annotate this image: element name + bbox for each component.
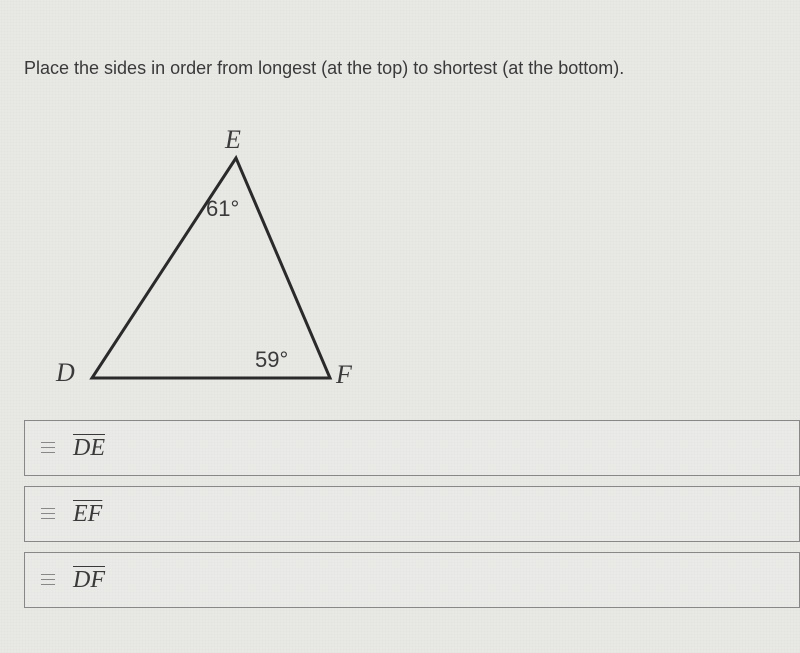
drag-handle-icon[interactable]: [41, 442, 55, 454]
triangle-shape: [92, 158, 330, 378]
side-label: DF: [73, 567, 105, 594]
vertex-label-f: F: [336, 360, 352, 390]
drag-handle-icon[interactable]: [41, 508, 55, 520]
list-item[interactable]: DE: [24, 420, 800, 476]
instruction-text: Place the sides in order from longest (a…: [24, 58, 624, 79]
vertex-label-d: D: [56, 358, 75, 388]
side-label: DE: [73, 435, 105, 462]
side-label: EF: [73, 501, 102, 528]
angle-label-e: 61°: [206, 196, 239, 222]
triangle-diagram: E D F 61° 59°: [30, 120, 380, 410]
vertex-label-e: E: [225, 125, 241, 155]
drag-handle-icon[interactable]: [41, 574, 55, 586]
list-item[interactable]: DF: [24, 552, 800, 608]
triangle-svg: [30, 120, 380, 410]
list-item[interactable]: EF: [24, 486, 800, 542]
answer-list: DE EF DF: [24, 420, 800, 608]
angle-label-f: 59°: [255, 347, 288, 373]
